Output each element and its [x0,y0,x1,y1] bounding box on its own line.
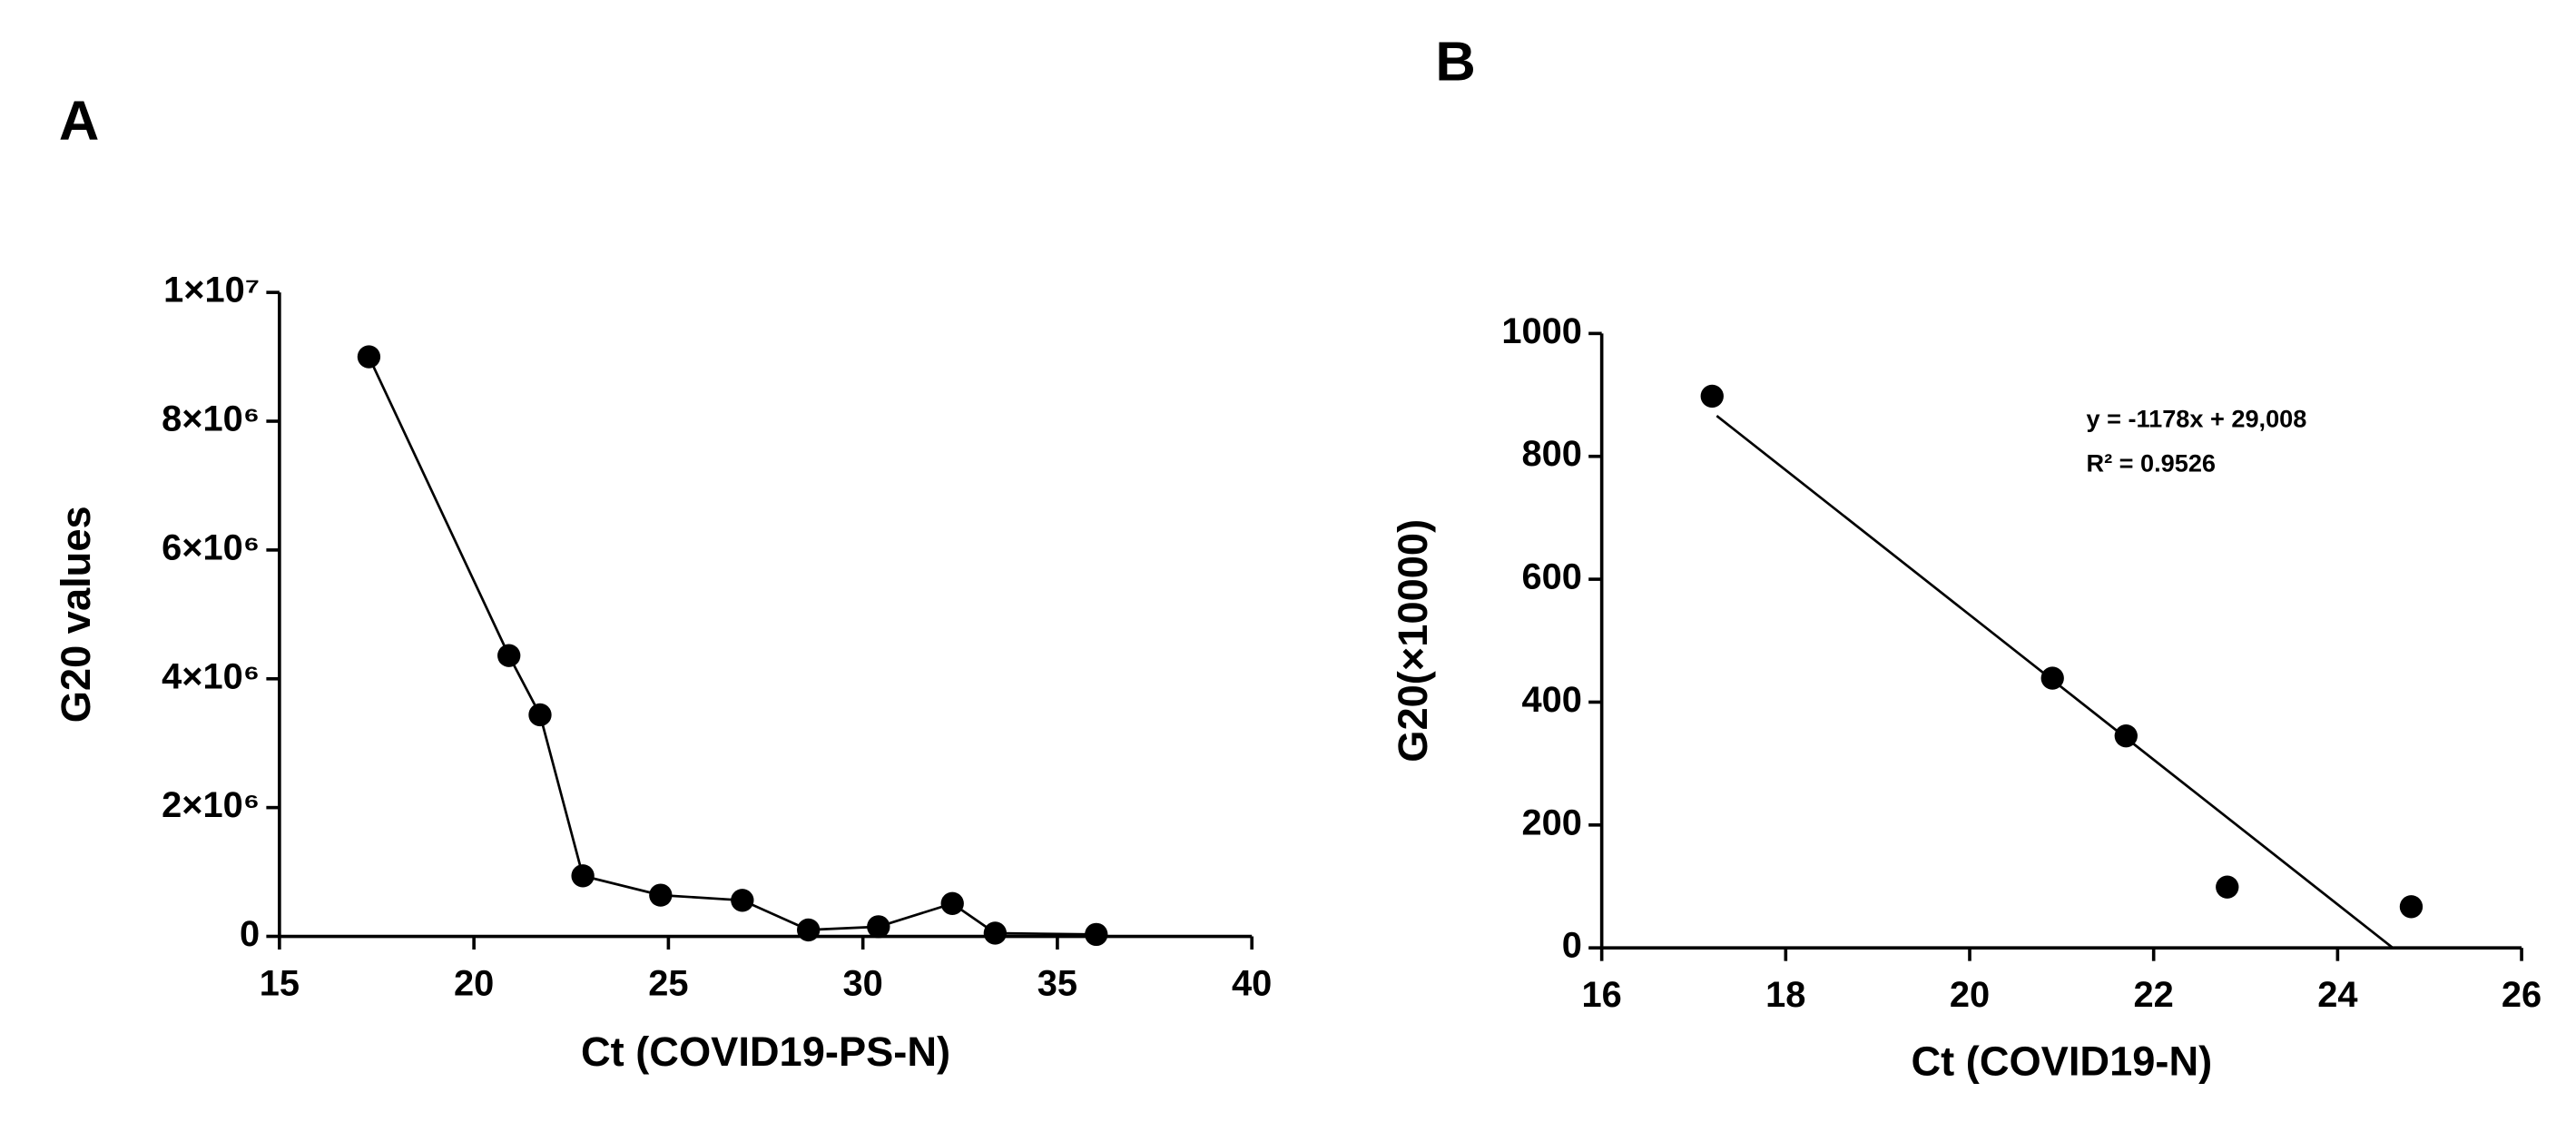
y-tick-label: 4×10⁶ [162,656,260,696]
x-tick-label: 22 [2134,975,2174,1015]
x-tick-label: 35 [1037,963,1077,1003]
x-tick-label: 30 [843,963,883,1003]
y-axis-title: G20 values [53,506,99,723]
y-tick-label: 0 [240,914,260,954]
data-point [731,889,754,912]
data-point [497,644,521,667]
x-axis-title: Ct (COVID19-PS-N) [581,1028,950,1075]
x-tick-label: 20 [1950,975,1990,1015]
y-axis-title: G20(×10000) [1390,519,1436,763]
data-point [2040,666,2064,690]
x-axis-title: Ct (COVID19-N) [1911,1038,2212,1085]
x-tick-label: 16 [1582,975,1622,1015]
y-tick-label: 8×10⁶ [162,399,260,439]
data-point [571,864,595,888]
data-point [2216,875,2239,899]
data-point [940,891,964,915]
x-tick-label: 40 [1232,963,1272,1003]
panel-label: B [1435,31,1475,94]
data-point [796,918,821,942]
x-tick-label: 26 [2502,975,2542,1015]
x-tick-label: 25 [648,963,688,1003]
y-tick-label: 2×10⁶ [162,785,260,825]
annotation: y = -1178x + 29,008 [2086,404,2306,432]
x-tick-label: 18 [1765,975,1805,1015]
x-tick-label: 15 [260,963,300,1003]
data-point [2399,895,2424,919]
y-tick-label: 200 [1522,802,1582,842]
data-point [983,921,1008,945]
annotation: R² = 0.9526 [2086,448,2216,477]
panel-label: A [59,90,99,153]
data-point [1700,384,1724,408]
data-point [649,883,673,907]
y-tick-label: 1×10⁷ [163,271,260,310]
y-tick-label: 400 [1522,680,1582,720]
y-tick-label: 0 [1562,926,1582,966]
x-tick-label: 24 [2317,975,2357,1015]
x-tick-label: 20 [454,963,494,1003]
data-point [2114,724,2138,748]
y-tick-label: 1000 [1501,311,1582,351]
series-line [368,356,1096,936]
y-tick-label: 6×10⁶ [162,527,260,567]
data-point [1085,922,1108,947]
data-point [867,915,890,939]
data-point [528,703,552,727]
y-tick-label: 800 [1522,434,1582,474]
y-tick-label: 600 [1522,557,1582,597]
data-point [357,345,381,369]
